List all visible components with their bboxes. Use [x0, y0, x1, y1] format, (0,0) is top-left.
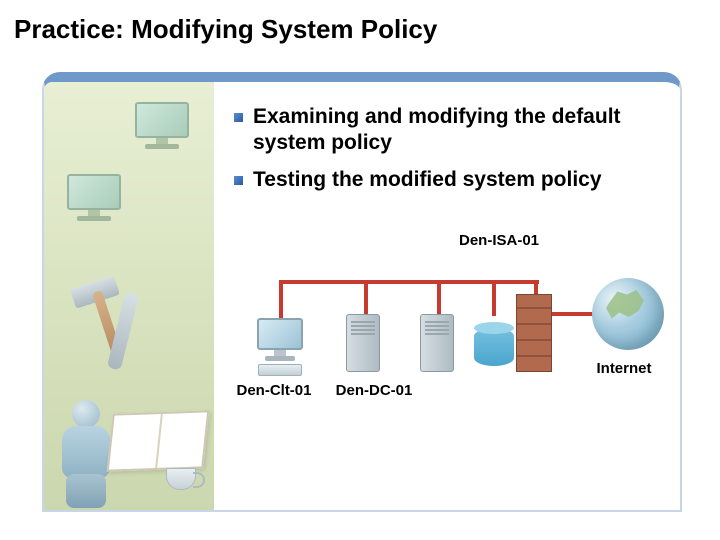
server-isa-icon [420, 314, 454, 372]
bullet-text: Testing the modified system policy [253, 167, 602, 193]
client-computer-icon [254, 318, 306, 362]
bullet-item: Testing the modified system policy [234, 167, 662, 193]
bullet-square-icon [234, 113, 243, 122]
decor-monitor-icon [132, 102, 192, 152]
label-dc: Den-DC-01 [324, 382, 424, 399]
label-internet: Internet [579, 360, 669, 377]
slide-title: Practice: Modifying System Policy [0, 0, 720, 53]
bullet-square-icon [234, 176, 243, 185]
server-dc-icon [346, 314, 380, 372]
globe-internet-icon [592, 278, 664, 350]
content-area: Examining and modifying the default syst… [214, 82, 680, 510]
left-illustration-strip [44, 82, 214, 510]
book-icon [107, 410, 210, 471]
label-isa: Den-ISA-01 [439, 232, 559, 249]
content-panel: Examining and modifying the default syst… [42, 72, 682, 512]
bullet-item: Examining and modifying the default syst… [234, 104, 662, 157]
label-client: Den-Clt-01 [224, 382, 324, 399]
firewall-icon [516, 294, 552, 372]
coffee-cup-icon [166, 468, 196, 490]
network-line [492, 280, 496, 316]
keyboard-icon [258, 364, 302, 376]
bullet-text: Examining and modifying the default syst… [253, 104, 662, 157]
network-line [279, 280, 539, 284]
decor-monitor-icon [64, 174, 124, 224]
network-diagram: Den-ISA-01 Den-Clt-01 Den-DC-01 [214, 232, 680, 462]
database-icon [474, 328, 514, 366]
